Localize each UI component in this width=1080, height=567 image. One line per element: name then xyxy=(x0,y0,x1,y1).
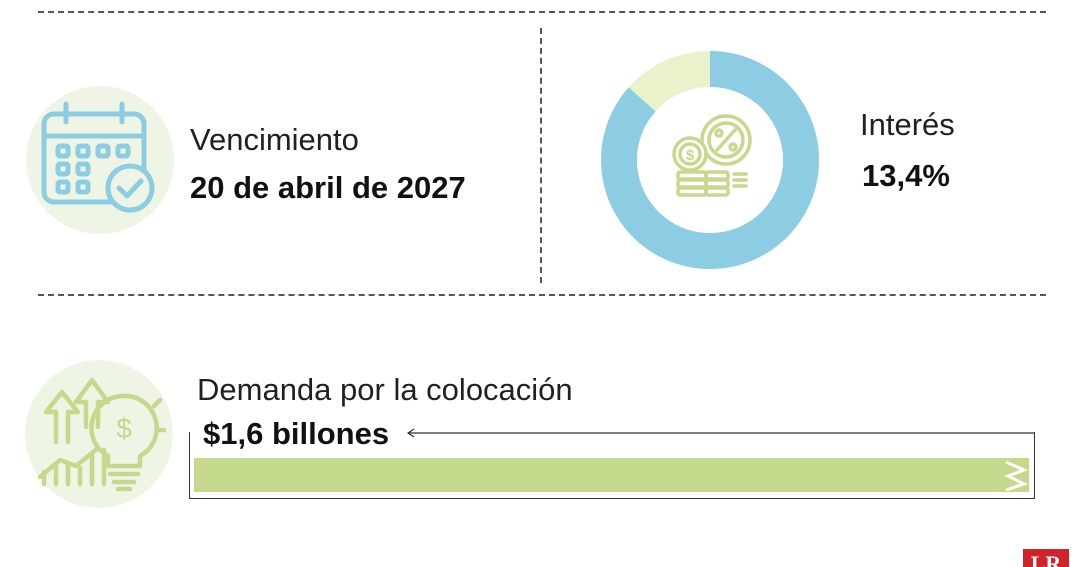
top-divider xyxy=(38,11,1046,13)
demand-bar xyxy=(194,458,1029,492)
demand-arrow-icon xyxy=(406,428,1035,438)
maturity-label: Vencimiento xyxy=(190,122,359,157)
interest-donut: $ xyxy=(601,51,819,269)
demand-value: $1,6 billones xyxy=(203,416,390,451)
calendar-check-icon xyxy=(41,101,155,213)
growth-lightbulb-icon: $ xyxy=(37,377,167,492)
svg-text:$: $ xyxy=(686,147,695,164)
maturity-value: 20 de abril de 2027 xyxy=(190,170,466,205)
growth-icon-background xyxy=(25,360,173,508)
coins-percent-icon xyxy=(672,114,752,197)
brand-logo: LR xyxy=(1023,549,1069,567)
vertical-divider xyxy=(540,28,542,283)
bar-break-icon xyxy=(1004,460,1028,492)
donut-main-segment xyxy=(601,51,819,269)
svg-text:$: $ xyxy=(116,413,132,444)
interest-label: Interés xyxy=(860,107,955,142)
interest-value: 13,4% xyxy=(862,158,950,193)
middle-divider xyxy=(38,294,1046,296)
demand-bar-frame xyxy=(189,432,1035,499)
calendar-icon-background xyxy=(26,86,174,234)
demand-label: Demanda por la colocación xyxy=(197,372,573,407)
